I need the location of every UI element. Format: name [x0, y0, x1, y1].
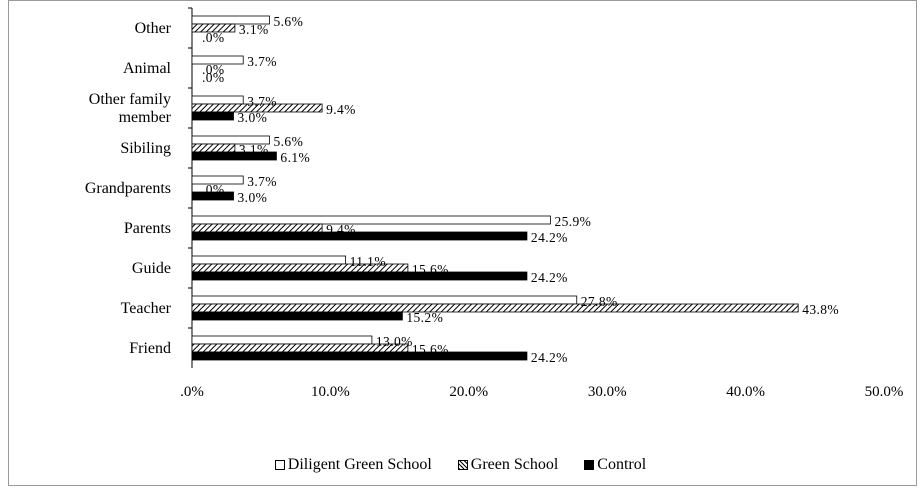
bar-control — [191, 231, 528, 241]
bar-green-school — [191, 223, 323, 233]
bar-green-school — [191, 303, 799, 313]
category-label: member — [119, 109, 172, 126]
data-label-green-school: 43.8% — [802, 302, 839, 317]
bar-green-school — [191, 23, 236, 33]
x-tick-label: 10.0% — [311, 384, 350, 400]
bar-diligent-green-school — [191, 175, 244, 185]
x-tick-label: .0% — [180, 384, 204, 400]
data-label-control: .0% — [202, 70, 225, 85]
legend-swatch-white — [274, 460, 285, 470]
data-label-green-school: 15.6% — [412, 342, 449, 357]
legend-swatch-black — [584, 460, 595, 470]
bar-control — [191, 151, 277, 161]
data-label-diligent-green-school: 13.0% — [376, 334, 413, 349]
bar-control — [191, 351, 528, 361]
data-label-control: 24.2% — [531, 230, 568, 245]
data-label-control: 24.2% — [531, 270, 568, 285]
x-tick-label: 20.0% — [449, 384, 488, 400]
category-label: Grandparents — [85, 180, 171, 197]
data-label-diligent-green-school: 5.6% — [274, 14, 304, 29]
x-tick-label: 30.0% — [588, 384, 627, 400]
bar-diligent-green-school — [191, 335, 373, 345]
category-label: Animal — [123, 60, 172, 77]
legend-label-green-school: Green School — [470, 456, 559, 473]
category-label: Guide — [132, 260, 171, 277]
data-label-control: 3.0% — [238, 110, 268, 125]
bar-green-school — [191, 143, 236, 153]
data-label-green-school: 9.4% — [326, 222, 356, 237]
legend: Diligent Green School Green School Contr… — [0, 456, 921, 474]
data-label-control: .0% — [202, 30, 225, 45]
data-label-green-school: 15.6% — [412, 262, 449, 277]
data-label-green-school: .0% — [202, 62, 225, 77]
data-label-diligent-green-school: 3.7% — [247, 174, 277, 189]
bar-control — [191, 191, 234, 201]
data-label-control: 3.0% — [238, 190, 268, 205]
data-label-diligent-green-school: 27.8% — [581, 294, 618, 309]
data-label-control: 24.2% — [531, 350, 568, 365]
legend-item-green-school: Green School — [457, 456, 559, 474]
category-label: Friend — [129, 340, 171, 357]
bar-diligent-green-school — [191, 295, 578, 305]
data-label-green-school: 3.1% — [239, 22, 269, 37]
bars — [191, 15, 799, 361]
chart-frame — [8, 0, 917, 486]
bar-green-school — [191, 103, 323, 113]
data-labels: 5.6% 3.7% 3.7% 5.6% 3.7% 25.9% 11.1% 27.8% 13.0%… — [202, 14, 839, 365]
category-label: Parents — [124, 220, 171, 237]
data-label-diligent-green-school: 3.7% — [247, 54, 277, 69]
x-tick-label: 40.0% — [726, 384, 765, 400]
x-tick-label: 50.0% — [865, 384, 904, 400]
category-label: Other family — [89, 91, 171, 108]
category-label: Teacher — [121, 300, 172, 317]
bar-control — [191, 311, 403, 321]
category-label: Other — [135, 20, 172, 37]
data-label-diligent-green-school: 5.6% — [274, 134, 304, 149]
data-label-green-school: 3.1% — [239, 142, 269, 157]
data-label-green-school: .0% — [202, 182, 225, 197]
legend-label-control: Control — [597, 456, 647, 473]
bar-diligent-green-school — [191, 95, 244, 105]
legend-item-control: Control — [584, 456, 646, 474]
bar-control — [191, 111, 234, 121]
bar-control — [191, 271, 528, 281]
data-label-diligent-green-school: 11.1% — [350, 254, 386, 269]
data-label-diligent-green-school: 3.7% — [247, 94, 277, 109]
bar-diligent-green-school — [191, 255, 347, 265]
legend-label-diligent: Diligent Green School — [287, 456, 432, 473]
bar-diligent-green-school — [191, 215, 551, 225]
bar-diligent-green-school — [191, 55, 244, 65]
data-label-control: 15.2% — [406, 310, 443, 325]
data-label-diligent-green-school: 25.9% — [554, 214, 591, 229]
legend-item-diligent: Diligent Green School — [274, 456, 432, 474]
legend-swatch-hatched — [457, 460, 468, 470]
data-label-green-school: 9.4% — [326, 102, 356, 117]
category-label: Sibiling — [120, 140, 171, 157]
data-label-control: 6.1% — [280, 150, 310, 165]
